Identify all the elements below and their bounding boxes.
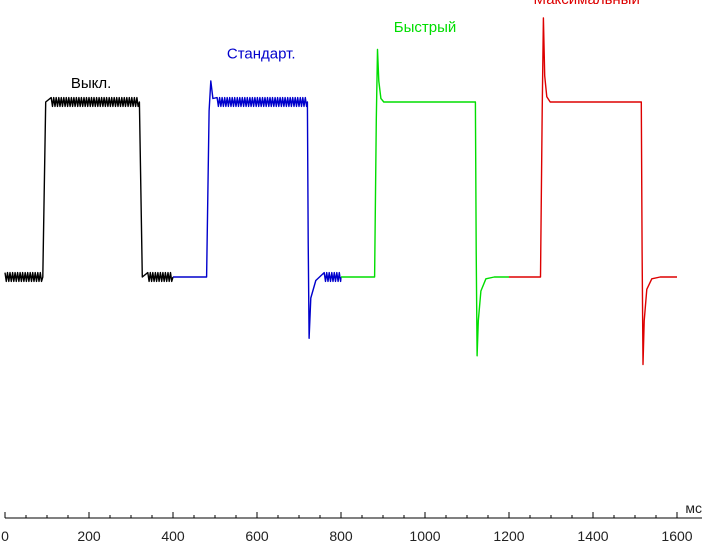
x-axis-unit-label: мс <box>685 500 702 516</box>
x-tick-label: 1400 <box>577 528 608 544</box>
x-tick-label: 200 <box>77 528 101 544</box>
x-tick-label: 600 <box>245 528 269 544</box>
series-label-4: Максимальный <box>534 0 640 8</box>
series-line-3 <box>341 48 509 357</box>
series-line-2 <box>173 80 342 339</box>
x-tick-label: 1000 <box>409 528 440 544</box>
series-label-3: Быстрый <box>394 19 457 36</box>
x-tick-label: 1200 <box>493 528 524 544</box>
x-axis: 0 200 400 600 800 1000 1200 1400 1600 мс <box>1 500 702 544</box>
series-label-layer: Выкл. Стандарт. Быстрый Максимальный <box>71 0 640 92</box>
series-label-2: Стандарт. <box>227 45 296 62</box>
x-tick-label: 400 <box>161 528 185 544</box>
series-line-1 <box>4 96 174 283</box>
x-tick-label: 0 <box>1 528 9 544</box>
series-layer <box>4 17 677 366</box>
x-tick-label: 800 <box>329 528 353 544</box>
x-tick-label: 1600 <box>661 528 692 544</box>
series-line-4 <box>509 17 677 366</box>
series-label-1: Выкл. <box>71 75 111 92</box>
